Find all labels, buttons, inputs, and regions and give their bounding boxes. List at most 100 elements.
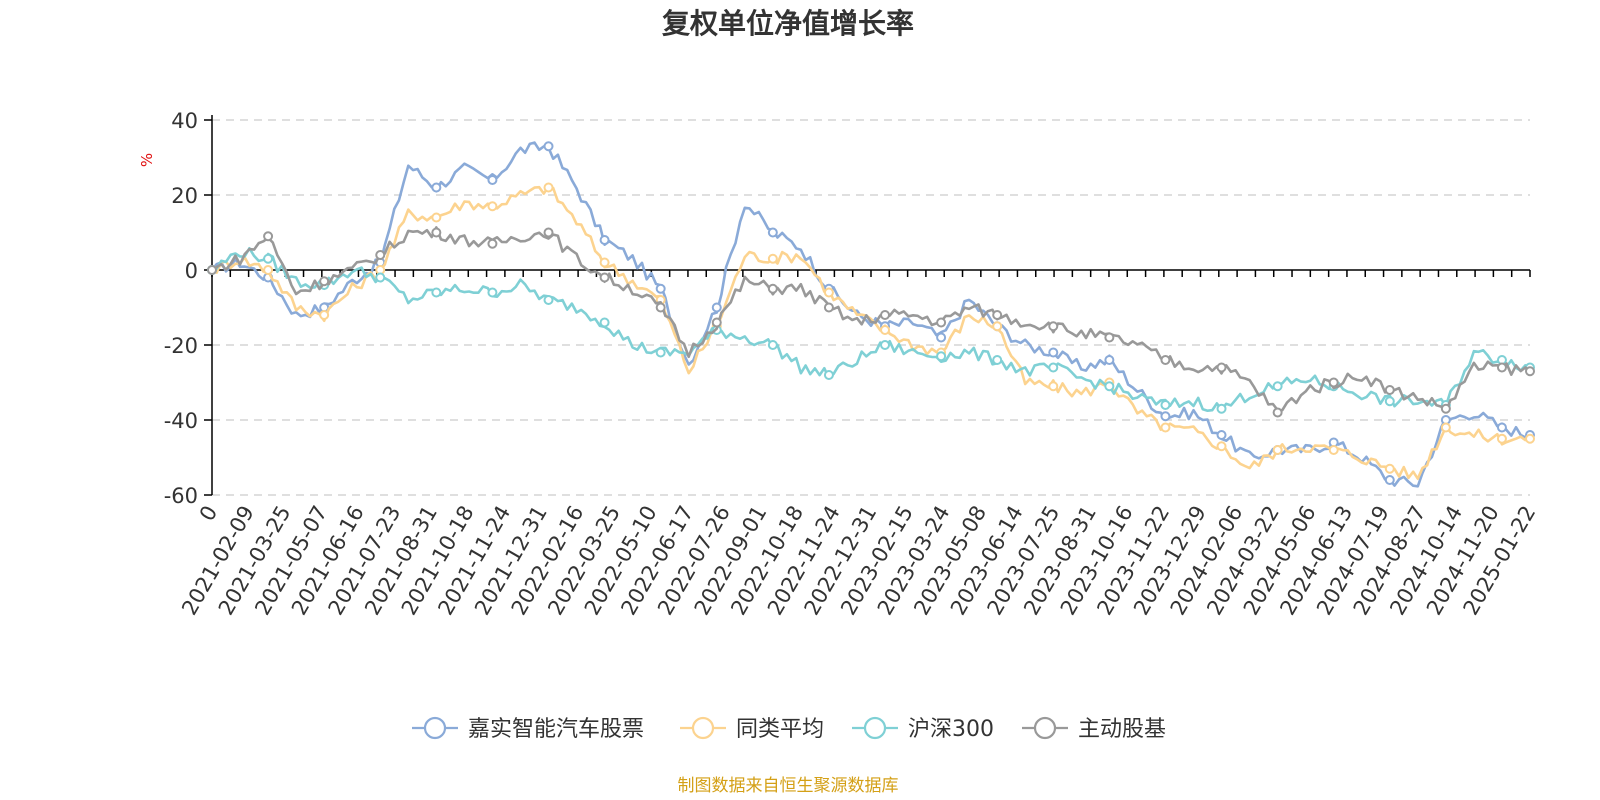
series-marker [1048,321,1059,332]
series-marker [263,253,274,264]
series-marker [319,276,330,287]
series-marker [1216,403,1227,414]
series-marker [431,182,442,193]
series-marker [992,321,1003,332]
series-marker [487,201,498,212]
series-marker [1384,475,1395,485]
y-tick-label: 0 [185,259,198,283]
series-marker [543,182,554,193]
series-marker [1272,381,1283,392]
series-marker [1440,403,1451,414]
series-marker [1525,366,1535,377]
series-marker [263,231,274,242]
series-marker [1216,441,1227,452]
series-marker [1272,445,1283,455]
series-marker [487,287,498,298]
series-marker [1160,400,1171,410]
legend-label: 同类平均 [736,717,824,742]
series-marker [936,317,947,328]
series-marker [767,227,778,238]
series-marker [543,295,554,305]
legend-label: 沪深300 [908,717,994,742]
series-marker [880,310,891,320]
series-marker [655,302,666,313]
series-marker [1104,355,1115,365]
series-marker [1160,355,1171,365]
series-marker [1496,362,1507,373]
chart-title: 复权单位净值增长率 [662,7,914,40]
series-marker [992,355,1003,365]
series-marker [1160,411,1171,422]
y-axis-unit-label: % [138,153,156,167]
series-marker [543,227,554,238]
series-marker [823,302,834,313]
series-marker [936,332,947,343]
series-marker [655,283,666,294]
series-marker [543,141,554,152]
legend-label: 嘉实智能汽车股票 [468,717,644,742]
series-marker [431,212,442,223]
series-marker [992,310,1003,320]
series-marker [1384,396,1395,407]
series-marker [1328,445,1339,455]
y-tick-label: 40 [171,109,198,133]
legend-label: 主动股基 [1078,717,1166,742]
series-marker [431,227,442,238]
series-marker [599,317,610,328]
series-marker [599,235,610,245]
series-line [211,247,1531,412]
series-marker [936,351,947,362]
series-marker [711,317,722,328]
series-marker [767,283,778,294]
grid-lines [212,119,1530,496]
series-marker [1104,332,1115,343]
legend-item[interactable]: 同类平均 [680,716,824,742]
series-marker [1272,407,1283,418]
series-marker [823,287,834,298]
series-marker [1216,362,1227,373]
y-tick-label: -20 [164,334,198,358]
y-tick-label: 20 [171,184,198,208]
legend-item[interactable]: 沪深300 [852,716,994,742]
series-marker [767,253,778,264]
legend-circle-icon [691,716,715,740]
series-marker [1328,377,1339,388]
series-marker [823,370,834,380]
series-marker [599,272,610,283]
series-marker [1440,422,1451,433]
x-tick-label: 0 [195,502,222,526]
y-axis: 40 20 0 -20 -40 -60 [164,109,213,508]
y-tick-label: -60 [164,484,198,508]
series-marker [655,347,666,358]
series-marker [1496,433,1507,444]
y-tick-label: -40 [164,409,198,433]
series-marker [487,238,498,249]
series-marker [1048,347,1059,358]
series-marker [767,340,778,350]
series-marker [375,250,386,260]
series-marker [487,175,498,185]
series-line [211,226,1531,413]
series-lines [207,141,1535,488]
series-marker [1525,433,1535,444]
legend-circle-icon [863,716,887,740]
series-marker [880,340,891,350]
series-marker [1160,422,1171,433]
series-marker [1104,381,1115,392]
legend-circle-icon [423,716,447,740]
series-marker [1384,463,1395,474]
source-note: 制图数据来自恒生聚源数据库 [678,776,899,796]
series-marker [1048,381,1059,392]
series-marker [375,272,386,283]
series-marker [263,265,274,275]
series-marker [599,257,610,268]
series-marker [1048,362,1059,373]
series-marker [1496,422,1507,433]
series-marker [431,287,442,298]
legend-item[interactable]: 主动股基 [1022,716,1166,742]
legend-item[interactable]: 嘉实智能汽车股票 [412,716,644,742]
legend[interactable]: 嘉实智能汽车股票 同类平均 沪深300 主动股基 [412,716,1166,742]
series-marker [207,265,217,275]
series-marker [880,325,891,335]
